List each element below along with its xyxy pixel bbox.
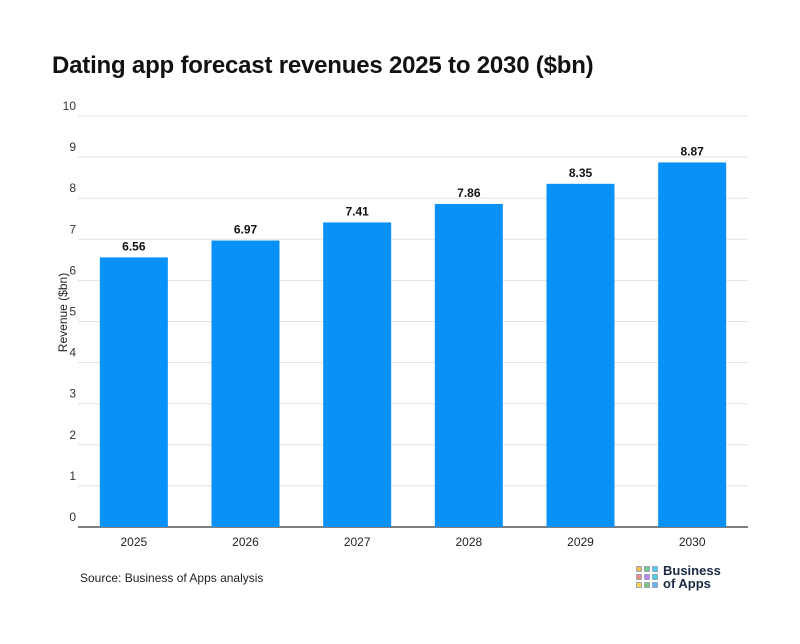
bar	[99, 257, 168, 527]
x-tick-label: 2030	[679, 535, 706, 549]
y-tick-label: 7	[69, 222, 76, 236]
logo-square	[652, 582, 658, 588]
business-of-apps-logo: Business of Apps	[636, 564, 721, 590]
bar	[323, 222, 392, 527]
logo-square	[652, 574, 658, 580]
y-tick-label: 3	[69, 387, 76, 401]
bar-value-label: 6.97	[234, 223, 258, 237]
y-tick-label: 1	[69, 469, 76, 483]
bar-value-label: 8.87	[680, 144, 704, 158]
logo-square	[636, 574, 642, 580]
bar-value-label: 7.41	[345, 204, 369, 218]
logo-square	[652, 566, 658, 572]
y-tick-label: 0	[69, 510, 76, 524]
y-tick-label: 6	[69, 263, 76, 277]
bar	[546, 183, 615, 527]
bar-value-label: 8.35	[569, 166, 593, 180]
bar-value-label: 7.86	[457, 186, 481, 200]
logo-square	[636, 566, 642, 572]
y-tick-label: 8	[69, 181, 76, 195]
bar	[434, 203, 503, 528]
logo-square	[644, 574, 650, 580]
y-tick-label: 5	[69, 305, 76, 319]
bar	[658, 162, 727, 527]
x-tick-label: 2026	[232, 535, 259, 549]
logo-square	[644, 582, 650, 588]
bar	[211, 240, 280, 527]
logo-square	[636, 582, 642, 588]
logo-grid-icon	[636, 566, 658, 588]
logo-text-line1: Business	[663, 563, 721, 578]
logo-square	[644, 566, 650, 572]
y-tick-label: 4	[69, 346, 76, 360]
y-tick-label: 9	[69, 140, 76, 154]
x-tick-label: 2028	[455, 535, 482, 549]
logo-text: Business of Apps	[663, 564, 721, 590]
bar-value-label: 6.56	[122, 239, 146, 253]
chart-title: Dating app forecast revenues 2025 to 203…	[52, 52, 594, 79]
y-tick-label: 10	[63, 99, 77, 113]
y-axis-title: Revenue ($bn)	[56, 273, 70, 352]
source-note: Source: Business of Apps analysis	[80, 571, 264, 585]
y-tick-label: 2	[69, 428, 76, 442]
x-tick-label: 2029	[567, 535, 594, 549]
logo-text-line2: of Apps	[663, 576, 711, 591]
x-tick-label: 2027	[344, 535, 371, 549]
x-tick-label: 2025	[120, 535, 147, 549]
